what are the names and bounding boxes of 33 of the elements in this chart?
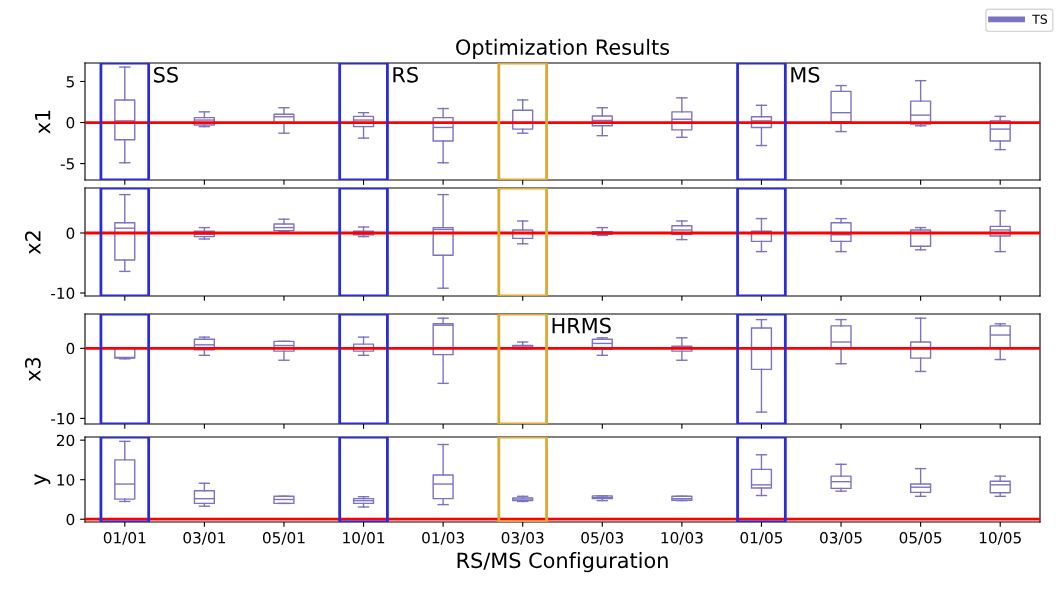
x-tick-label: 03/01 bbox=[183, 531, 225, 545]
y-tick-label: 0 bbox=[66, 116, 75, 129]
x-tick-label: 05/01 bbox=[262, 531, 305, 545]
y-tick-label: -10 bbox=[51, 287, 75, 300]
annotation: MS bbox=[791, 66, 820, 83]
x-tick-label: 01/01 bbox=[103, 531, 146, 545]
x-tick-label: 01/05 bbox=[740, 531, 783, 545]
x-axis-title: RS/MS Configuration bbox=[457, 552, 668, 573]
y-axis-title: x3 bbox=[24, 357, 41, 382]
x-tick-label: 01/03 bbox=[422, 531, 464, 545]
legend-label: TS bbox=[1032, 14, 1048, 24]
x-tick-label: 03/05 bbox=[820, 531, 862, 545]
x-tick-label: 10/01 bbox=[343, 531, 385, 545]
y-tick-label: 10 bbox=[57, 474, 75, 486]
x-tick-label: 03/03 bbox=[501, 531, 544, 545]
x-tick-label: 05/03 bbox=[581, 531, 624, 545]
y-tick-label: 0 bbox=[66, 342, 75, 355]
x-tick-label: 05/05 bbox=[899, 531, 942, 545]
y-axis-title: y bbox=[34, 473, 51, 486]
annotation: RS bbox=[393, 66, 418, 83]
y-tick-label: 20 bbox=[56, 434, 75, 447]
x-tick-label: 10/05 bbox=[979, 531, 1021, 545]
y-axis-title: x1 bbox=[34, 110, 51, 134]
annotation: SS bbox=[154, 66, 178, 83]
y-tick-label: 0 bbox=[66, 227, 75, 240]
chart-title: Optimization Results bbox=[456, 38, 670, 59]
y-tick-label: -10 bbox=[51, 412, 75, 425]
y-tick-label: 5 bbox=[66, 76, 74, 88]
annotation: HRMS bbox=[552, 317, 611, 334]
x-tick-label: 10/03 bbox=[661, 531, 703, 545]
y-tick-label: 0 bbox=[66, 513, 75, 526]
y-axis-title: x2 bbox=[24, 231, 41, 255]
y-tick-label: -5 bbox=[60, 158, 74, 170]
